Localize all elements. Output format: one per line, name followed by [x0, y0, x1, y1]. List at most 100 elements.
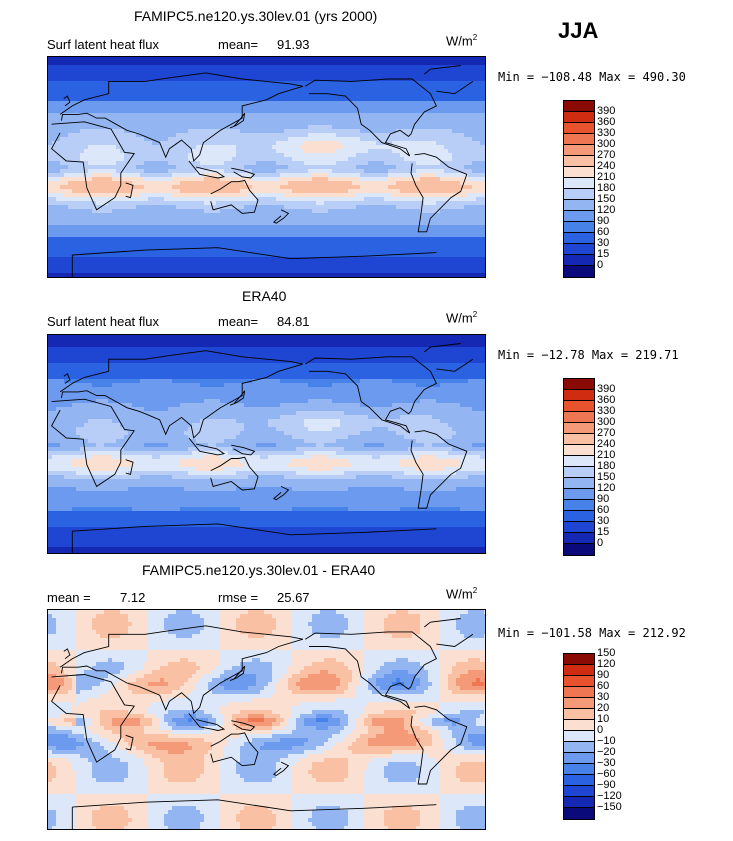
colorbar-swatch	[564, 178, 594, 189]
colorbar-tick-label: 210	[597, 171, 616, 183]
colorbar-swatch	[564, 156, 594, 167]
panel-3-rmse-label: rmse =	[218, 590, 259, 605]
colorbar-swatch	[564, 654, 594, 665]
colorbar-swatch	[564, 511, 594, 522]
colorbar-tick-label: −30	[597, 757, 616, 769]
colorbar-tick-label: 60	[597, 680, 610, 692]
colorbar-swatch	[564, 101, 594, 112]
colorbar-tick-label: 60	[597, 504, 610, 516]
panel-2-map	[47, 334, 486, 554]
colorbar-tick-label: 90	[597, 215, 610, 227]
continent-outline	[410, 153, 468, 233]
continent-outline	[51, 398, 135, 488]
continent-outline	[188, 437, 226, 456]
colorbar-tick-label: 120	[597, 658, 616, 670]
colorbar-swatch	[564, 676, 594, 687]
panel-2-variable-label: Surf latent heat flux	[47, 314, 160, 329]
colorbar-tick-label: −90	[597, 779, 616, 791]
colorbar-tick-label: 15	[597, 526, 610, 538]
continent-outline	[410, 705, 468, 785]
coastlines	[51, 618, 474, 829]
continent-outline	[125, 182, 134, 199]
continent-outline	[210, 456, 259, 491]
colorbar-tick-label: 240	[597, 160, 616, 172]
panel-1-minmax: Min = −108.48 Max = 490.30	[498, 70, 686, 84]
panel-1-variable-label: Surf latent heat flux	[47, 37, 160, 52]
colorbar-swatch	[564, 731, 594, 742]
continent-outline	[305, 356, 438, 434]
colorbar-tick-label: 180	[597, 460, 616, 472]
continent-outline	[59, 72, 304, 162]
colorbar-swatch	[564, 742, 594, 753]
colorbar-swatch	[564, 445, 594, 456]
colorbar-swatch	[564, 233, 594, 244]
continent-outline	[125, 734, 134, 751]
colorbar-swatch	[564, 222, 594, 233]
continent-outline	[231, 167, 256, 179]
continent-outline	[188, 160, 226, 179]
colorbar-tick-label: −10	[597, 735, 616, 747]
colorbar-swatch	[564, 200, 594, 211]
colorbar-tick-label: 20	[597, 702, 610, 714]
colorbar-swatch	[564, 390, 594, 401]
colorbar-swatch	[564, 786, 594, 797]
colorbar-swatch	[564, 266, 594, 277]
colorbar-swatch	[564, 698, 594, 709]
panel-1-map	[47, 56, 486, 278]
continent-outline	[188, 713, 226, 731]
panel-2-units: W/m2	[446, 310, 478, 326]
panel-3-minmax: Min = −101.58 Max = 212.92	[498, 626, 686, 640]
season-label: JJA	[558, 18, 599, 43]
colorbar-tick-label: 330	[597, 405, 616, 417]
colorbar-swatch	[564, 665, 594, 676]
flux-field	[48, 610, 485, 829]
colorbar-swatch	[564, 687, 594, 698]
colorbar-swatch	[564, 123, 594, 134]
panel-3-title: FAMIPC5.ne120.ys.30lev.01 - ERA40	[142, 562, 376, 578]
colorbar-swatch	[564, 764, 594, 775]
colorbar-tick-label: 180	[597, 182, 616, 194]
continent-outline	[71, 799, 437, 829]
continent-outline	[71, 523, 437, 553]
colorbar-tick-label: 270	[597, 427, 616, 439]
colorbar-tick-label: 90	[597, 669, 610, 681]
continent-outline	[424, 65, 474, 95]
panel-1-mean-value: 91.93	[277, 37, 310, 52]
panel-3-map	[47, 609, 486, 830]
colorbar-swatch	[564, 134, 594, 145]
colorbar-tick-label: 90	[597, 493, 610, 505]
colorbar-swatch	[564, 379, 594, 390]
colorbar-tick-label: 270	[597, 149, 616, 161]
colorbar-tick-label: 360	[597, 394, 616, 406]
continent-outline	[210, 179, 259, 214]
colorbar-tick-label: 150	[597, 471, 616, 483]
continent-outline	[305, 631, 438, 709]
panel-3-mean-value: 7.12	[120, 590, 146, 605]
colorbar-tick-label: 0	[597, 259, 604, 271]
colorbar-swatch	[564, 753, 594, 764]
continent-outline	[63, 648, 71, 660]
continent-outline	[231, 720, 256, 731]
colorbar-tick-label: 390	[597, 105, 616, 117]
colorbar-swatch	[564, 709, 594, 720]
colorbar-swatch	[564, 244, 594, 255]
panel-1-units: W/m2	[446, 33, 478, 49]
colorbar-tick-label: 0	[597, 724, 604, 736]
colorbar-swatch	[564, 412, 594, 423]
continent-outline	[210, 732, 259, 767]
colorbar-tick-label: 30	[597, 515, 610, 527]
colorbar-swatch	[564, 112, 594, 123]
colorbar-swatch	[564, 500, 594, 511]
continent-outline	[272, 761, 290, 777]
panel-2-minmax: Min = −12.78 Max = 219.71	[498, 348, 679, 362]
colorbar-swatch	[564, 478, 594, 489]
colorbar-tick-label: −60	[597, 768, 616, 780]
colorbar-swatch	[564, 189, 594, 200]
colorbar-swatch	[564, 522, 594, 533]
colorbar-swatch	[564, 145, 594, 156]
colorbar-tick-label: 120	[597, 482, 616, 494]
colorbar-tick-label: 330	[597, 127, 616, 139]
panel-1-colorbar	[563, 100, 595, 278]
continent-outline	[272, 209, 290, 224]
continent-outline	[59, 625, 304, 715]
